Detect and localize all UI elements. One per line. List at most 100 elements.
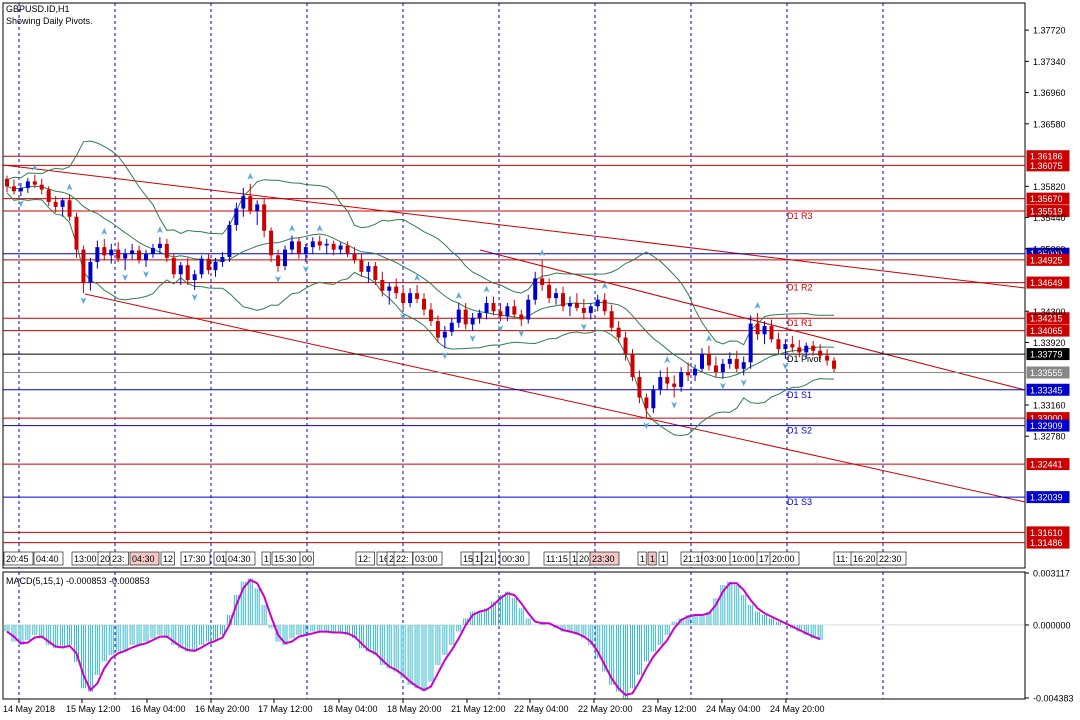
price-tick-label: 1.36960 — [1033, 88, 1066, 98]
time-tag-label: 17:30 — [183, 554, 206, 564]
candle-body — [630, 354, 635, 378]
price-tick-label: 1.35440 — [1033, 213, 1066, 223]
candle-body — [693, 368, 698, 376]
macd-panel: 0.003117 0.000000 -0.004383 — [3, 569, 1074, 704]
time-tag-label: 20:00 — [772, 554, 795, 564]
candle-body — [540, 278, 545, 285]
time-tag-label: 12 — [163, 554, 173, 564]
candle-body — [102, 247, 107, 256]
fractal-down-marker — [518, 330, 525, 338]
time-tick-label: 18 May 20:00 — [387, 704, 442, 714]
candle-body — [144, 253, 148, 261]
price-tag — [1026, 458, 1070, 471]
fractal-down-marker — [80, 297, 87, 305]
candle-body — [262, 204, 267, 231]
time-tag — [160, 551, 175, 566]
candle-body — [283, 249, 287, 267]
macd-signal-line — [6, 578, 821, 697]
candle-body — [324, 243, 329, 246]
pivot-label: D1 S1 — [787, 390, 812, 400]
price-tag-label: 1.34215 — [1030, 314, 1063, 324]
price-tag — [1026, 205, 1070, 218]
candle-body — [206, 258, 211, 271]
time-tag-label: 10:00 — [732, 554, 755, 564]
candle-body — [380, 280, 385, 291]
candle-body — [164, 243, 169, 258]
candle-body — [547, 284, 552, 299]
candle-body — [310, 241, 315, 248]
time-tag-label: 15 — [463, 554, 473, 564]
price-tag-label: 1.35670 — [1030, 194, 1063, 204]
time-axis: 14 May 2018 15 May 12:00 16 May 04:00 16 Ma… — [3, 699, 825, 714]
price-tag — [1026, 419, 1070, 432]
candle-body — [234, 208, 239, 225]
time-tag-label: 16: — [379, 554, 392, 564]
candle-body — [408, 293, 413, 304]
time-tag-label: 1 — [640, 554, 645, 564]
fractal-markers — [17, 163, 789, 430]
time-tag-label: 21 — [484, 554, 494, 564]
candle-body — [213, 261, 218, 271]
candle-body — [783, 344, 788, 350]
time-tag — [499, 551, 530, 566]
candle-body — [178, 265, 183, 275]
candle-body — [554, 293, 559, 299]
candle-body — [679, 372, 684, 387]
time-tag-label: 23: — [112, 554, 125, 564]
candle-body — [498, 311, 503, 317]
time-tag-label: 23:30 — [592, 554, 615, 564]
pivot-label: D1 R1 — [787, 318, 813, 328]
candle-body — [366, 266, 371, 272]
time-tag-label: 04:30 — [132, 554, 155, 564]
time-tag — [355, 551, 375, 566]
trendline-lower — [84, 293, 1026, 503]
time-tag — [33, 551, 64, 566]
time-tick-label: 23 May 12:00 — [642, 704, 697, 714]
candle-body — [74, 216, 79, 250]
candle-body — [776, 339, 781, 350]
candle-body — [199, 258, 204, 275]
candle-body — [192, 274, 197, 281]
candle-body — [449, 322, 454, 332]
candle-body — [561, 293, 565, 307]
candle-body — [616, 327, 621, 338]
time-tag — [481, 551, 496, 566]
time-tag-label: 11:15 — [546, 554, 568, 564]
price-tag-label: 1.36186 — [1030, 152, 1063, 162]
candle-body — [95, 247, 100, 262]
fractal-down-marker — [469, 334, 476, 342]
vertical-gridlines — [18, 3, 884, 699]
candle-body — [373, 266, 378, 281]
candle-body — [130, 250, 135, 254]
fractal-up-marker — [156, 226, 163, 234]
macd-tick-label: -0.004383 — [1033, 694, 1074, 704]
candle-body — [296, 241, 301, 254]
time-tag — [261, 551, 271, 566]
candle-body — [734, 358, 739, 369]
candle-body — [637, 377, 642, 398]
time-tag-label: 1 — [661, 554, 666, 564]
price-tick-label: 1.32780 — [1033, 432, 1066, 442]
time-tag — [225, 551, 256, 566]
time-tick-label: 14 May 2018 — [3, 704, 55, 714]
price-tick-label: 1.33160 — [1033, 400, 1066, 410]
candle-body — [352, 253, 357, 261]
time-tag-label: 20:45 — [6, 554, 29, 564]
fractal-down-marker — [191, 293, 198, 301]
macd-panel-frame — [2, 571, 1026, 700]
price-tick-label: 1.33920 — [1033, 338, 1066, 348]
time-tag-label: 20 — [579, 554, 589, 564]
candle-body — [428, 309, 433, 322]
time-tick-label: 16 May 04:00 — [131, 704, 186, 714]
fractal-down-marker — [275, 275, 282, 283]
fractal-down-marker — [740, 379, 747, 387]
candle-body — [422, 298, 426, 310]
candle-body — [658, 377, 663, 390]
candle-body — [338, 245, 343, 250]
candle-body — [220, 257, 225, 262]
time-tag-label: 04:40 — [36, 554, 59, 564]
time-tag-label: 04:30 — [228, 554, 251, 564]
time-tag — [637, 551, 647, 566]
price-tag — [1026, 383, 1070, 396]
